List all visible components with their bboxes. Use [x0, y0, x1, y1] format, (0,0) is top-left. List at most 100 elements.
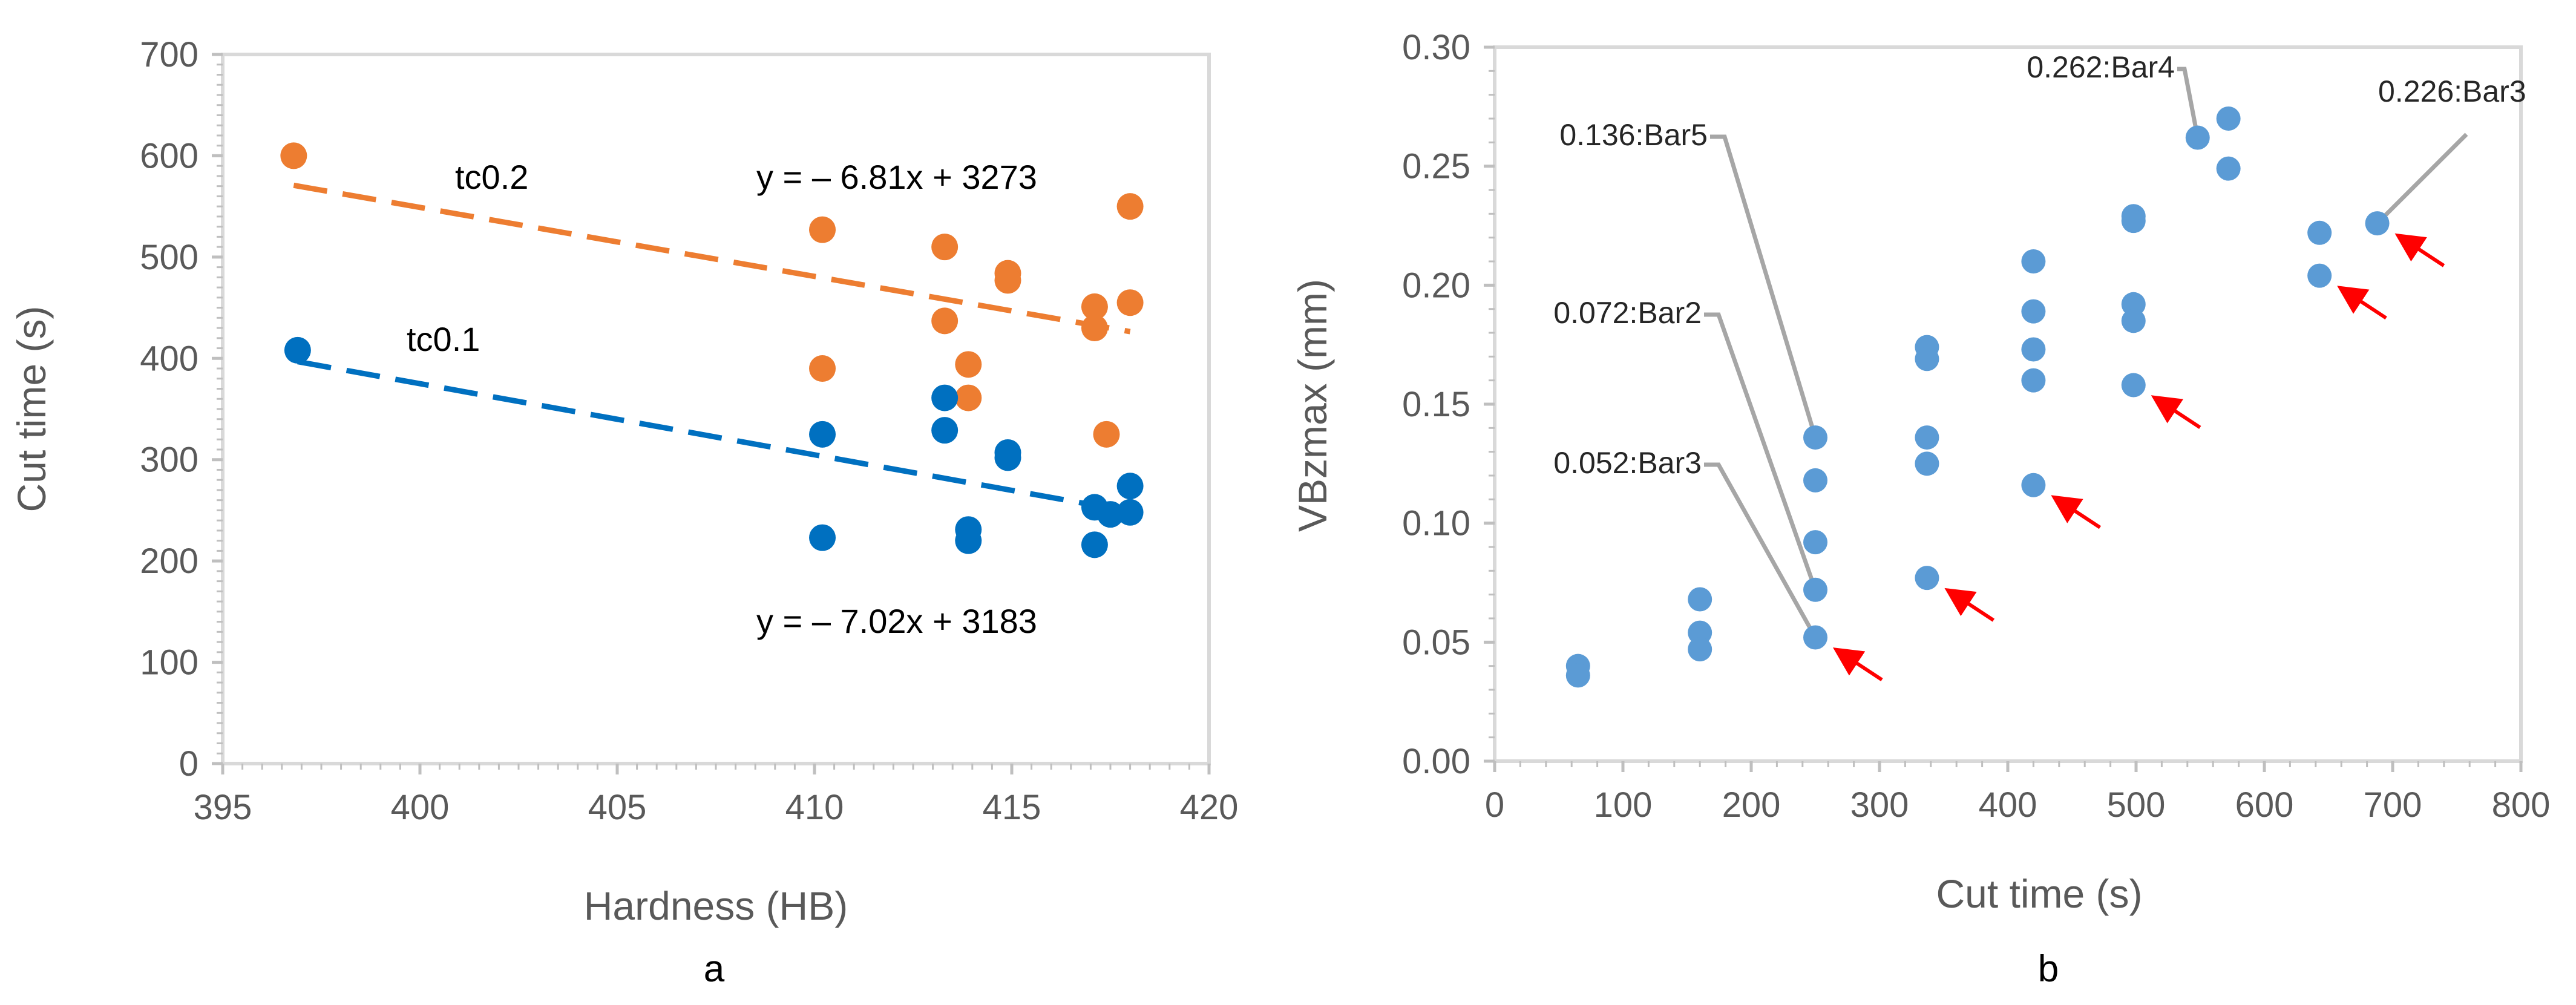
callout-leader-line	[2177, 67, 2200, 139]
chart-a-y-ticks: 0 100 200 300 400 500 600 700	[140, 35, 223, 784]
chart-a-x-tick-label: 410	[785, 788, 844, 827]
chart-a-x-tick-label: 415	[983, 788, 1041, 827]
point-tc0-2	[1081, 315, 1108, 342]
chart-b-x-ticks: 0 100 200 300 400 500 600 700 800	[1485, 761, 2551, 825]
point-tc0-2	[955, 351, 982, 378]
chart-a-y-tick-label: 600	[140, 136, 198, 175]
point-vbzmax	[2216, 106, 2241, 131]
point-tc0-1	[955, 527, 982, 554]
point-tc0-1	[284, 336, 311, 364]
chart-b-x-tick-label: 800	[2492, 785, 2551, 825]
chart-a-x-tick-label: 405	[588, 788, 647, 827]
chart-a-points	[280, 142, 1144, 558]
point-tc0-1	[931, 384, 959, 411]
point-tc0-1	[1081, 531, 1108, 558]
chart-a-x-tick-label: 420	[1180, 788, 1239, 827]
chart-b-x-tick-label: 200	[1722, 785, 1781, 825]
chart-b-x-axis-label: Cut time (s)	[1936, 871, 2142, 916]
point-vbzmax	[1915, 451, 1939, 476]
chart-b-y-tick-label: 0.00	[1402, 742, 1470, 781]
red-arrow-icon	[2151, 395, 2201, 430]
trendline-tc0-1	[297, 359, 1131, 515]
point-tc0-2	[809, 355, 836, 382]
point-vbzmax	[1803, 625, 1827, 650]
point-tc0-2	[994, 267, 1021, 294]
point-tc0-2	[1116, 289, 1144, 316]
point-vbzmax	[2185, 125, 2210, 150]
chart-a-x-tick-label: 395	[194, 788, 252, 827]
chart-b-y-axis-label: VBzmax (mm)	[1290, 279, 1335, 532]
point-vbzmax	[2121, 292, 2146, 316]
chart-b-y-ticks: 0.00 0.05 0.10 0.15 0.20 0.25 0.30	[1402, 28, 1495, 781]
chart-b-y-tick-label: 0.10	[1402, 504, 1470, 543]
point-tc0-2	[280, 142, 307, 169]
chart-b-x-tick-label: 700	[2364, 785, 2422, 825]
point-tc0-1	[994, 444, 1021, 471]
chart-a-y-tick-label: 200	[140, 542, 198, 581]
point-vbzmax	[2021, 337, 2046, 362]
chart-a-trendlines	[293, 182, 1131, 515]
point-tc0-1	[1116, 473, 1144, 500]
point-vbzmax	[2021, 299, 2046, 324]
chart-a-y-axis-label: Cut time (s)	[9, 306, 54, 512]
chart-a-y-tick-label: 100	[140, 643, 198, 683]
chart-a-series-label-tc02: tc0.2	[455, 158, 528, 196]
callout-label-0-226-bar3: 0.226:Bar3	[2378, 74, 2526, 108]
point-vbzmax	[2021, 249, 2046, 273]
point-vbzmax	[2307, 220, 2332, 245]
red-arrow-icon	[2394, 233, 2445, 267]
point-tc0-2	[1116, 193, 1144, 220]
chart-b-plot-border	[1493, 45, 2523, 763]
point-vbzmax	[2021, 473, 2046, 497]
chart-a-panel-label: a	[704, 948, 725, 990]
trendline-tc0-2	[293, 182, 1131, 335]
chart-b-arrows	[1832, 233, 2445, 681]
point-tc0-1	[1116, 499, 1144, 526]
chart-b-y-tick-label: 0.20	[1402, 266, 1470, 305]
chart-b-y-tick-label: 0.25	[1402, 147, 1470, 186]
point-tc0-2	[809, 216, 836, 243]
chart-b-y-tick-label: 0.15	[1402, 385, 1470, 424]
callout-label-0-052-bar3: 0.052:Bar3	[1553, 446, 1702, 480]
point-vbzmax	[2365, 211, 2390, 236]
chart-b-panel-label: b	[2038, 948, 2059, 990]
point-vbzmax	[2216, 156, 2241, 181]
point-tc0-1	[931, 417, 959, 444]
chart-b-x-tick-label: 100	[1594, 785, 1653, 825]
callout-leader-line	[1710, 134, 1818, 439]
chart-b: 0 100 200 300 400 500 600 700 800 0.000.050.100.…	[1290, 28, 2550, 990]
callout-leader-line	[1704, 312, 1818, 591]
chart-a-y-tick-label: 300	[140, 440, 198, 480]
point-vbzmax	[1803, 577, 1827, 602]
chart-b-x-tick-label: 400	[1979, 785, 2037, 825]
point-tc0-2	[955, 384, 982, 411]
chart-a: 395 400 405 410 415 420 0 100 200 300 400 500 600 70…	[9, 35, 1238, 990]
point-vbzmax	[2021, 368, 2046, 393]
red-arrow-icon	[1832, 647, 1883, 681]
point-vbzmax	[1688, 587, 1712, 612]
chart-a-series-label-tc01: tc0.1	[407, 320, 480, 358]
point-vbzmax	[1803, 468, 1827, 493]
point-vbzmax	[1915, 566, 1939, 591]
callout-leader-line	[2376, 133, 2468, 225]
chart-b-x-tick-label: 300	[1850, 785, 1909, 825]
point-vbzmax	[1688, 637, 1712, 662]
chart-a-plot-border	[221, 53, 1211, 765]
chart-a-x-axis-label: Hardness (HB)	[584, 883, 848, 928]
chart-a-y-tick-label: 400	[140, 339, 198, 378]
point-vbzmax	[2121, 309, 2146, 333]
point-vbzmax	[2121, 209, 2146, 234]
point-vbzmax	[1915, 347, 1939, 372]
point-tc0-2	[931, 234, 959, 261]
chart-a-y-tick-label: 0	[179, 744, 198, 784]
point-vbzmax	[2307, 263, 2332, 288]
chart-a-x-ticks: 395 400 405 410 415 420	[194, 764, 1239, 827]
point-vbzmax	[1803, 425, 1827, 450]
callout-leader-line	[1704, 462, 1818, 639]
chart-b-points	[1565, 106, 2390, 688]
chart-b-y-tick-label: 0.05	[1402, 623, 1470, 662]
chart-a-equation-tc01: y = – 7.02x + 3183	[756, 602, 1037, 640]
chart-a-equation-tc02: y = – 6.81x + 3273	[756, 158, 1037, 196]
red-arrow-icon	[2337, 286, 2387, 320]
chart-b-y-tick-label: 0.30	[1402, 28, 1470, 67]
